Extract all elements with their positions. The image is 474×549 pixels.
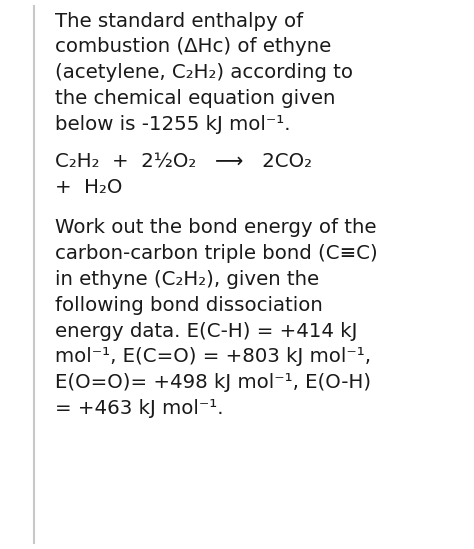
Text: carbon-carbon triple bond (C≡C): carbon-carbon triple bond (C≡C)	[55, 244, 377, 263]
Text: energy data. E(C-H) = +414 kJ: energy data. E(C-H) = +414 kJ	[55, 322, 357, 340]
Text: below is -1255 kJ mol⁻¹.: below is -1255 kJ mol⁻¹.	[55, 115, 290, 133]
Text: following bond dissociation: following bond dissociation	[55, 296, 322, 315]
Text: The standard enthalpy of: The standard enthalpy of	[55, 13, 302, 31]
Text: +  H₂O: + H₂O	[55, 178, 122, 197]
Text: the chemical equation given: the chemical equation given	[55, 89, 335, 108]
Text: = +463 kJ mol⁻¹.: = +463 kJ mol⁻¹.	[55, 399, 223, 418]
Text: C₂H₂  +  2½O₂   ⟶   2CO₂: C₂H₂ + 2½O₂ ⟶ 2CO₂	[55, 153, 311, 171]
Text: in ethyne (C₂H₂), given the: in ethyne (C₂H₂), given the	[55, 270, 319, 289]
Text: (acetylene, C₂H₂) according to: (acetylene, C₂H₂) according to	[55, 63, 353, 82]
Text: Work out the bond energy of the: Work out the bond energy of the	[55, 219, 376, 237]
Text: combustion (ΔHᴄ) of ethyne: combustion (ΔHᴄ) of ethyne	[55, 37, 331, 56]
Text: E(O=O)= +498 kJ mol⁻¹, E(O-H): E(O=O)= +498 kJ mol⁻¹, E(O-H)	[55, 373, 371, 392]
Text: mol⁻¹, E(C=O) = +803 kJ mol⁻¹,: mol⁻¹, E(C=O) = +803 kJ mol⁻¹,	[55, 348, 371, 366]
